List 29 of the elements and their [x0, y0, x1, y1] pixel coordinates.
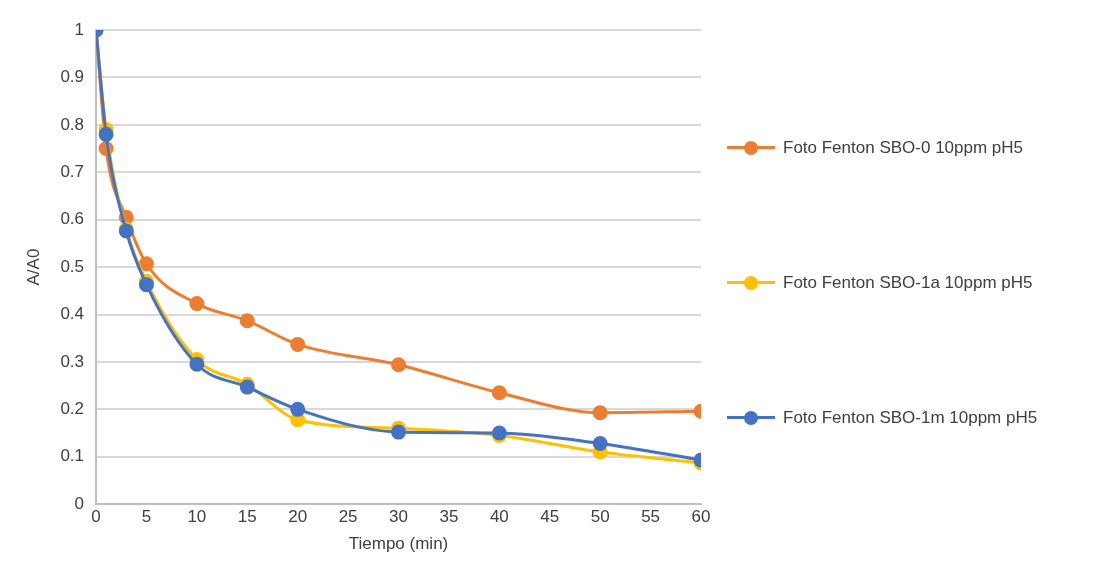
- y-tick-label: 0.7: [60, 161, 85, 181]
- x-tick-label: 40: [489, 507, 509, 527]
- x-tick-label: 0: [91, 507, 101, 527]
- x-tick-label: 10: [187, 507, 207, 527]
- y-tick-label: 0.3: [60, 351, 85, 371]
- y-tick-label: 0.5: [60, 256, 85, 276]
- y-tick-label: 0.2: [60, 399, 85, 419]
- y-tick-label: 0.6: [60, 209, 85, 229]
- legend-label: Foto Fenton SBO-1a 10ppm pH5: [783, 272, 1034, 294]
- x-tick-label: 30: [389, 507, 408, 527]
- x-tick-label: 55: [641, 507, 661, 527]
- legend-label: Foto Fenton SBO-0 10ppm pH5: [783, 137, 1025, 159]
- x-tick-label: 20: [288, 507, 308, 527]
- y-tick-label: 0.1: [60, 446, 85, 466]
- y-axis-title: A/A0: [23, 248, 43, 286]
- x-tick-label: 15: [237, 507, 257, 527]
- x-tick-label: 45: [540, 507, 560, 527]
- legend-label: Foto Fenton SBO-1m 10ppm pH5: [783, 407, 1039, 429]
- x-tick-label: 25: [338, 507, 358, 527]
- x-tick-label: 5: [141, 507, 152, 527]
- y-tick-label: 0.9: [60, 67, 85, 87]
- y-tick-label: 0: [74, 493, 85, 513]
- x-axis-title: Tiempo (min): [348, 534, 449, 554]
- y-tick-label: 0.4: [60, 304, 85, 324]
- y-tick-label: 1: [74, 19, 85, 39]
- x-tick-label: 60: [691, 507, 711, 527]
- x-tick-label: 50: [590, 507, 610, 527]
- y-tick-label: 0.8: [60, 114, 85, 134]
- x-tick-label: 35: [439, 507, 459, 527]
